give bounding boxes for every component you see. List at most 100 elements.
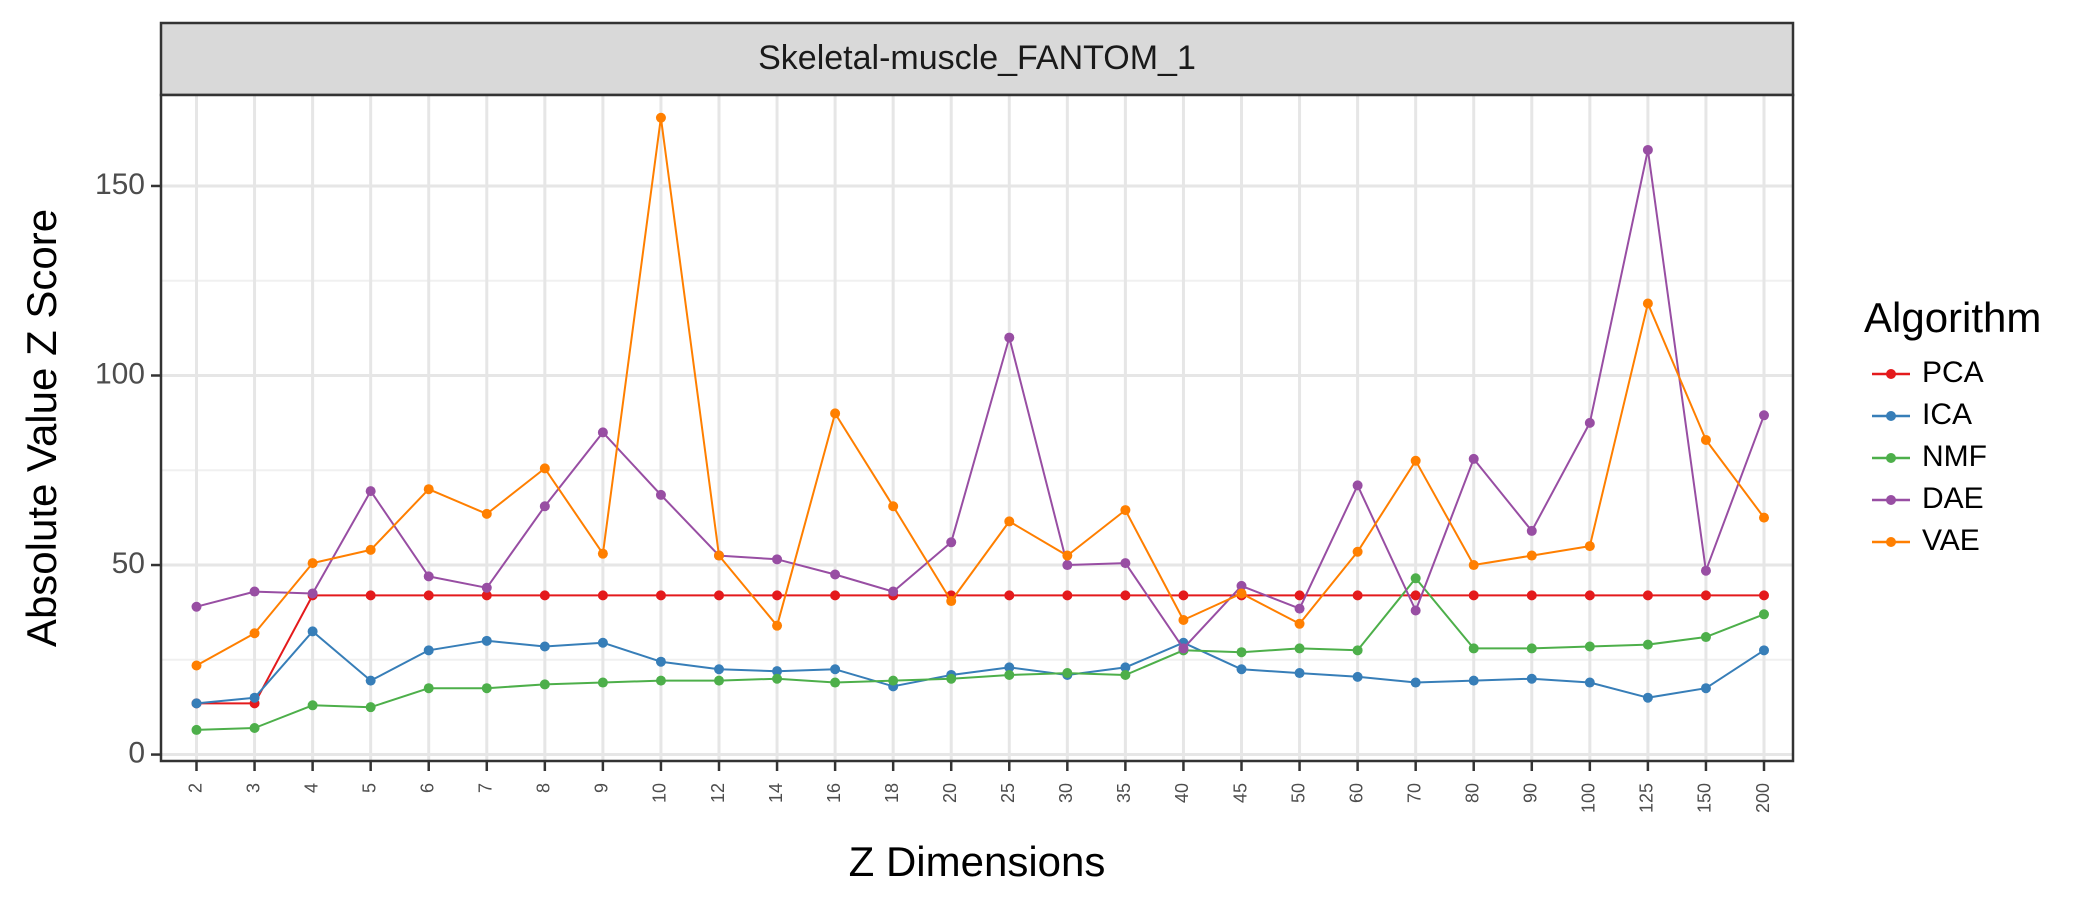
data-point-pca bbox=[597, 590, 608, 601]
data-point-ica bbox=[365, 675, 376, 686]
legend-point-nmf bbox=[1886, 453, 1896, 463]
data-point-vae bbox=[1062, 550, 1073, 561]
data-point-nmf bbox=[539, 679, 550, 690]
data-point-pca bbox=[1468, 590, 1479, 601]
x-tick-label: 90 bbox=[1521, 783, 1541, 803]
data-point-nmf bbox=[365, 702, 376, 713]
data-point-ica bbox=[1004, 662, 1015, 673]
data-point-nmf bbox=[1236, 647, 1247, 658]
data-point-pca bbox=[1120, 590, 1131, 601]
data-point-nmf bbox=[191, 724, 202, 735]
data-point-pca bbox=[1294, 590, 1305, 601]
facet-strip bbox=[159, 21, 1795, 97]
x-tick-label: 3 bbox=[243, 783, 263, 793]
series-line-ica bbox=[196, 630, 1765, 705]
data-point-pca bbox=[655, 590, 666, 601]
x-tick-label: 25 bbox=[998, 783, 1018, 803]
data-point-vae bbox=[191, 660, 202, 671]
data-point-ica bbox=[249, 692, 260, 703]
data-point-nmf bbox=[888, 675, 899, 686]
data-point-vae bbox=[1410, 455, 1421, 466]
data-point-ica bbox=[655, 656, 666, 667]
x-axis-title: Z Dimensions bbox=[849, 838, 1106, 885]
data-point-nmf bbox=[597, 677, 608, 688]
data-point-ica bbox=[1236, 664, 1247, 675]
data-point-pca bbox=[1004, 590, 1015, 601]
data-point-ica bbox=[1410, 677, 1421, 688]
x-tick-label: 45 bbox=[1230, 783, 1250, 803]
data-point-pca bbox=[1352, 590, 1363, 601]
data-point-pca bbox=[539, 590, 550, 601]
x-tick-label: 7 bbox=[476, 783, 496, 793]
data-point-nmf bbox=[1700, 632, 1711, 643]
data-point-nmf bbox=[714, 675, 724, 686]
x-tick-label: 5 bbox=[359, 783, 379, 793]
x-tick-label: 2 bbox=[185, 783, 205, 793]
x-tick-label: 12 bbox=[708, 783, 728, 803]
data-point-dae bbox=[365, 486, 376, 497]
data-point-pca bbox=[423, 590, 434, 601]
data-point-ica bbox=[307, 626, 318, 637]
data-point-dae bbox=[830, 569, 841, 580]
series-line-pca bbox=[196, 594, 1764, 705]
data-point-nmf bbox=[655, 675, 666, 686]
x-tick-label: 35 bbox=[1114, 783, 1134, 803]
x-tick-label: 40 bbox=[1172, 783, 1192, 803]
data-point-ica bbox=[1120, 662, 1131, 673]
data-point-dae bbox=[1468, 453, 1479, 464]
y-tick-label: 0 bbox=[128, 736, 145, 769]
data-point-vae bbox=[772, 620, 783, 631]
data-point-nmf bbox=[1410, 573, 1421, 584]
data-point-vae bbox=[888, 501, 899, 512]
data-point-nmf bbox=[1584, 641, 1595, 652]
data-point-dae bbox=[1642, 144, 1653, 155]
data-point-ica bbox=[423, 645, 434, 656]
data-point-dae bbox=[1120, 558, 1131, 569]
data-point-nmf bbox=[946, 673, 957, 684]
data-point-dae bbox=[249, 586, 260, 597]
data-point-vae bbox=[655, 112, 666, 123]
data-point-vae bbox=[1178, 614, 1189, 625]
data-point-dae bbox=[307, 588, 318, 599]
data-point-ica bbox=[597, 637, 608, 648]
data-point-vae bbox=[1004, 516, 1015, 527]
data-point-vae bbox=[597, 548, 608, 559]
data-point-dae bbox=[655, 489, 666, 500]
data-point-ica bbox=[714, 664, 724, 675]
data-point-dae bbox=[772, 554, 783, 565]
x-tick-label: 18 bbox=[882, 783, 902, 803]
data-point-ica bbox=[539, 641, 550, 652]
legend-point-ica bbox=[1886, 411, 1896, 421]
data-point-ica bbox=[1352, 671, 1363, 682]
data-point-pca bbox=[1178, 590, 1189, 601]
x-tick-label: 200 bbox=[1753, 783, 1773, 813]
data-point-vae bbox=[1526, 550, 1537, 561]
y-tick-label: 150 bbox=[95, 168, 145, 201]
data-point-nmf bbox=[1120, 669, 1131, 680]
x-tick-label: 80 bbox=[1462, 783, 1482, 803]
x-tick-label: 6 bbox=[417, 783, 437, 793]
data-point-nmf bbox=[1759, 609, 1769, 620]
data-point-pca bbox=[1642, 590, 1653, 601]
data-point-vae bbox=[307, 558, 318, 569]
data-point-pca bbox=[365, 590, 376, 601]
data-point-nmf bbox=[1642, 639, 1653, 650]
legend-label-nmf: NMF bbox=[1922, 440, 1987, 473]
data-point-vae bbox=[1759, 512, 1769, 523]
data-point-pca bbox=[481, 590, 492, 601]
data-point-dae bbox=[1294, 603, 1305, 614]
x-tick-label: 70 bbox=[1404, 783, 1424, 803]
legend-point-vae bbox=[1886, 537, 1896, 547]
data-point-nmf bbox=[772, 673, 783, 684]
x-tick-label: 100 bbox=[1579, 783, 1599, 813]
x-tick-label: 60 bbox=[1346, 783, 1366, 803]
series-line-vae bbox=[196, 116, 1765, 667]
data-point-nmf bbox=[307, 700, 318, 711]
data-point-vae bbox=[946, 596, 957, 607]
data-point-vae bbox=[1294, 618, 1305, 629]
x-tick-label: 8 bbox=[534, 783, 554, 793]
series-lines bbox=[191, 112, 1769, 735]
x-tick-label: 14 bbox=[766, 783, 786, 803]
data-point-pca bbox=[1062, 590, 1073, 601]
